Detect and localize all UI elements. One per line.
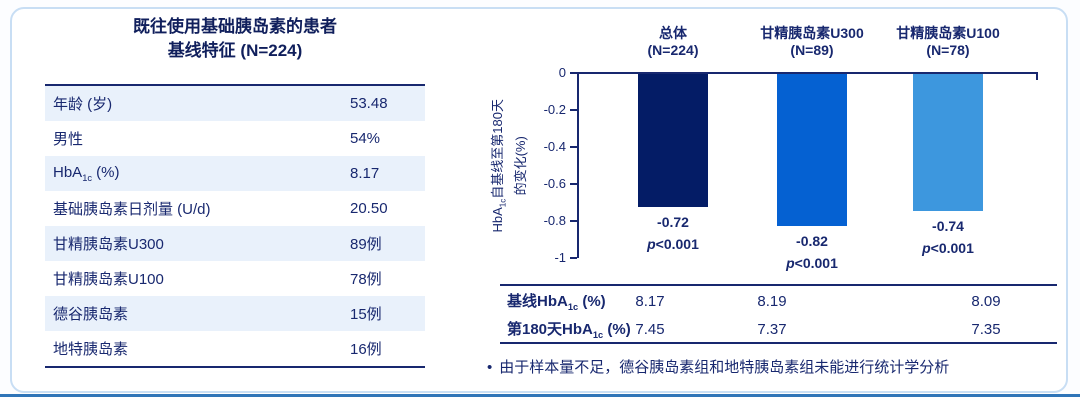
- summary-cell: 8.17: [635, 293, 665, 310]
- bar: [913, 74, 983, 211]
- group-name: 甘精胰岛素U300: [760, 25, 864, 41]
- row-label: 地特胰岛素: [53, 341, 129, 358]
- y-tick: [570, 146, 577, 148]
- summary-cell: 8.19: [757, 293, 787, 310]
- bar-value-label: -0.74: [932, 218, 964, 234]
- y-tick: [570, 109, 577, 111]
- row-value: 8.17: [350, 165, 380, 182]
- row-label: 甘精胰岛素U300: [53, 236, 164, 253]
- summary-table-bottom-border: [500, 342, 1057, 344]
- table-row: 地特胰岛素 16例: [45, 331, 425, 366]
- group-header: 总体 (N=224): [588, 25, 758, 59]
- table-row: 甘精胰岛素U100 78例: [45, 261, 425, 296]
- bar-p-label: p<0.001: [647, 236, 699, 252]
- group-name: 总体: [659, 25, 687, 41]
- bar-value-label: -0.82: [796, 233, 828, 249]
- y-tick: [570, 183, 577, 185]
- table-row: 年龄 (岁) 53.48: [45, 86, 425, 121]
- row-label: 男性: [53, 131, 84, 148]
- y-tick-label: -0.4: [543, 139, 566, 154]
- table-row: 男性 54%: [45, 121, 425, 156]
- table-row: HbA1c (%) 8.17: [45, 156, 425, 191]
- footnote-text: 由于样本量不足，德谷胰岛素组和地特胰岛素组未能进行统计学分析: [499, 359, 950, 376]
- summary-cell: 7.37: [757, 321, 787, 338]
- group-n: (N=224): [647, 42, 699, 58]
- row-label: 年龄 (岁): [53, 96, 113, 113]
- bar: [777, 74, 847, 226]
- group-header: 甘精胰岛素U300 (N=89): [727, 25, 897, 59]
- baseline-panel-title: 既往使用基础胰岛素的患者 基线特征 (N=224): [45, 15, 425, 63]
- footnote-bullet: •: [487, 359, 493, 376]
- table-row: 甘精胰岛素U300 89例: [45, 226, 425, 261]
- footnote: • 由于样本量不足，德谷胰岛素组和地特胰岛素组未能进行统计学分析: [487, 358, 1067, 378]
- bar: [638, 74, 708, 207]
- row-value: 78例: [350, 271, 382, 288]
- y-tick-label: 0: [558, 65, 566, 80]
- row-value: 16例: [350, 341, 382, 358]
- row-value: 89例: [350, 236, 382, 253]
- bottom-accent-line: [0, 394, 1080, 397]
- summary-cell: 8.09: [971, 293, 1001, 310]
- y-axis-title: HbA1c自基线至第180天 的变化(%): [480, 73, 538, 259]
- y-tick-label: -1: [554, 250, 566, 265]
- baseline-title-line1: 既往使用基础胰岛素的患者: [133, 17, 337, 36]
- table-row: 德谷胰岛素 15例: [45, 296, 425, 331]
- y-tick: [570, 220, 577, 222]
- baseline-table: 年龄 (岁) 53.48 男性 54% HbA1c (%) 8.17 基础胰岛素日剂量 (U…: [45, 84, 425, 368]
- summary-cell: 7.45: [635, 321, 665, 338]
- y-tick-label: -0.2: [543, 102, 566, 117]
- y-tick: [570, 72, 577, 74]
- summary-cell: 7.35: [971, 321, 1001, 338]
- y-tick: [570, 257, 577, 259]
- row-label: 德谷胰岛素: [53, 306, 129, 323]
- row-label: 甘精胰岛素U100: [53, 271, 164, 288]
- summary-row-label: 基线HbA1c (%): [507, 293, 606, 312]
- summary-table-top-border: [500, 284, 1057, 286]
- baseline-title-line2: 基线特征 (N=224): [167, 41, 303, 60]
- group-name: 甘精胰岛素U100: [896, 25, 1000, 41]
- table-row: 基础胰岛素日剂量 (U/d) 20.50: [45, 191, 425, 226]
- row-value: 53.48: [350, 95, 388, 112]
- row-value: 15例: [350, 306, 382, 323]
- row-label: HbA1c (%): [53, 164, 120, 183]
- y-axis-line: [577, 72, 579, 258]
- summary-row-label: 第180天HbA1c (%): [507, 321, 631, 340]
- row-value: 54%: [350, 130, 381, 147]
- y-axis-title-line1: HbA1c自基线至第180天: [490, 99, 508, 233]
- x-axis-line: [577, 72, 1038, 74]
- group-header: 甘精胰岛素U100 (N=78): [863, 25, 1033, 59]
- y-tick-label: -0.6: [543, 176, 566, 191]
- row-value: 20.50: [350, 200, 388, 217]
- y-tick-label: -0.8: [543, 213, 566, 228]
- x-axis-end-tick: [1036, 72, 1038, 80]
- bar-p-label: p<0.001: [786, 255, 838, 271]
- group-n: (N=78): [926, 42, 970, 58]
- group-n: (N=89): [790, 42, 834, 58]
- row-label: 基础胰岛素日剂量 (U/d): [53, 201, 211, 218]
- bar-p-label: p<0.001: [922, 240, 974, 256]
- bar-value-label: -0.72: [657, 214, 689, 230]
